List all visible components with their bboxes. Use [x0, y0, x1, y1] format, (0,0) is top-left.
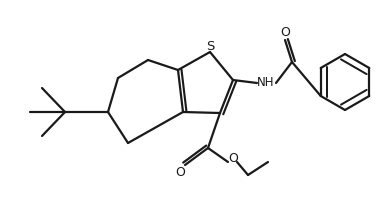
Text: O: O: [280, 25, 290, 39]
Text: NH: NH: [257, 75, 275, 88]
Text: O: O: [228, 152, 238, 166]
Text: O: O: [175, 166, 185, 180]
Text: S: S: [206, 40, 214, 53]
